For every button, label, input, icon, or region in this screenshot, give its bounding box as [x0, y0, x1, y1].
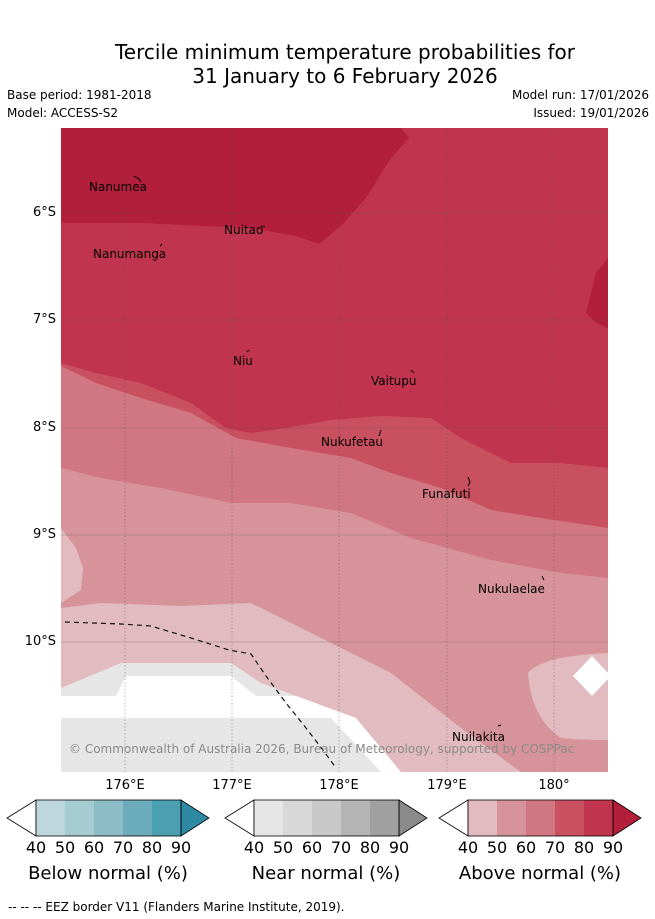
tick-near-80: 80 — [359, 838, 381, 857]
lat-label-6s: 6°S — [32, 205, 56, 220]
colorbar-below — [6, 799, 210, 837]
tick-above-90: 90 — [602, 838, 624, 857]
place-nukulaelae: Nukulaelae — [478, 582, 545, 596]
place-niu: Niu — [233, 354, 253, 368]
tick-below-90: 90 — [170, 838, 192, 857]
island-markers — [133, 175, 545, 727]
lat-label-8s: 8°S — [32, 420, 56, 435]
base-period: Base period: 1981-2018 — [7, 88, 152, 102]
below-colorbar-bin-4 — [123, 800, 152, 836]
tick-near-60: 60 — [301, 838, 323, 857]
above-colorbar-bin-1 — [468, 800, 497, 836]
below-colorbar-outline — [35, 799, 182, 837]
map-canvas — [61, 128, 608, 772]
near-colorbar-bin-5 — [370, 800, 399, 836]
graticule — [61, 212, 608, 643]
place-nukufetau: Nukufetau — [321, 435, 384, 449]
below-colorbar-bin-5 — [152, 800, 181, 836]
tick-above-40: 40 — [457, 838, 479, 857]
label-above-normal: Above normal (%) — [458, 863, 622, 884]
lat-label-10s: 10°S — [24, 634, 56, 649]
above-colorbar-bin-3 — [526, 800, 555, 836]
tick-above-50: 50 — [486, 838, 508, 857]
above-90-region — [61, 128, 409, 244]
label-near-normal: Near normal (%) — [251, 863, 401, 884]
above-colorbar-min-arrow — [438, 799, 469, 837]
above-colorbar-bin-4 — [555, 800, 584, 836]
probability-map: Nanumea Nuitao Nanumanga Niu Vaitupu Nuk… — [61, 128, 608, 772]
above-colorbar-bin-5 — [584, 800, 613, 836]
near-colorbar-bin-3 — [312, 800, 341, 836]
near-colorbar-bin-2 — [283, 800, 312, 836]
lat-label-7s: 7°S — [32, 312, 56, 327]
tick-below-50: 50 — [54, 838, 76, 857]
near-colorbar-bin-1 — [254, 800, 283, 836]
above-colorbar-max-arrow — [612, 799, 642, 837]
below-colorbar-min-arrow — [6, 799, 37, 837]
above-colorbar-outline — [467, 799, 614, 837]
tick-above-60: 60 — [515, 838, 537, 857]
below-colorbar-bin-2 — [65, 800, 94, 836]
above-40-left-pocket — [61, 528, 83, 603]
near-colorbar-min-arrow — [224, 799, 255, 837]
near-colorbar-bin-4 — [341, 800, 370, 836]
above-colorbar-bin-2 — [497, 800, 526, 836]
label-below-normal: Below normal (%) — [28, 863, 188, 884]
tick-near-90: 90 — [388, 838, 410, 857]
near-colorbar-outline — [253, 799, 400, 837]
colorbar-above — [438, 799, 642, 837]
tick-near-70: 70 — [330, 838, 352, 857]
colorbar-near — [224, 799, 428, 837]
lon-label-178e: 178°E — [319, 778, 359, 793]
lon-label-177e: 177°E — [212, 778, 252, 793]
eez-footnote: -- -- -- EEZ border V11 (Flanders Marine… — [8, 900, 345, 914]
eez-border — [64, 621, 337, 769]
place-nanumanga: Nanumanga — [93, 247, 167, 261]
lon-label-180: 180° — [538, 778, 570, 793]
tick-above-80: 80 — [573, 838, 595, 857]
place-nuitao: Nuitao — [224, 223, 264, 237]
place-funafuti: Funafuti — [422, 487, 471, 501]
lat-label-9s: 9°S — [32, 527, 56, 542]
place-nanumea: Nanumea — [89, 180, 147, 194]
place-vaitupu: Vaitupu — [371, 374, 417, 388]
tick-near-50: 50 — [272, 838, 294, 857]
tick-below-80: 80 — [141, 838, 163, 857]
model-run: Model run: 17/01/2026 — [511, 88, 649, 102]
chart-title-line2: 31 January to 6 February 2026 — [192, 64, 498, 88]
issued-date: Issued: 19/01/2026 — [533, 106, 649, 120]
tick-below-40: 40 — [25, 838, 47, 857]
white-diamond — [573, 656, 608, 696]
below-colorbar-bin-1 — [36, 800, 65, 836]
place-nuilakita: Nuilakita — [452, 730, 505, 744]
below-colorbar-bin-3 — [94, 800, 123, 836]
near-colorbar-max-arrow — [398, 799, 428, 837]
tick-above-70: 70 — [544, 838, 566, 857]
below-colorbar-max-arrow — [180, 799, 210, 837]
chart-title-line1: Tercile minimum temperature probabilitie… — [114, 40, 576, 64]
tick-below-70: 70 — [112, 838, 134, 857]
copyright-notice: © Commonwealth of Australia 2026, Bureau… — [69, 742, 575, 756]
lon-label-179e: 179°E — [427, 778, 467, 793]
model-name: Model: ACCESS-S2 — [7, 106, 119, 120]
tick-below-60: 60 — [83, 838, 105, 857]
tick-near-40: 40 — [243, 838, 265, 857]
lon-label-176e: 176°E — [105, 778, 145, 793]
above-90-right-patch — [586, 258, 608, 328]
near-normal-lower — [61, 718, 381, 772]
